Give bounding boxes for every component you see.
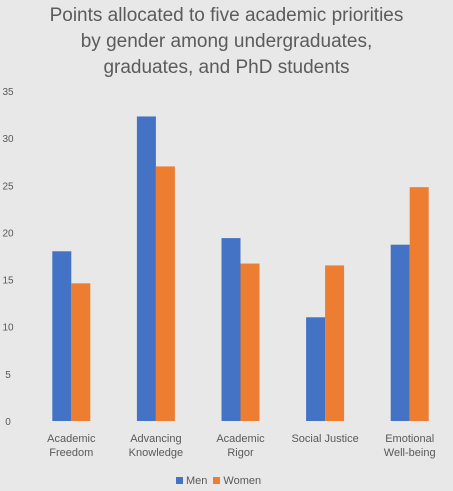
x-category-label-line: Well-being: [383, 447, 436, 459]
bar-women-2: [240, 263, 260, 421]
x-category-label: Social Justice: [280, 432, 370, 446]
legend-women: Women: [213, 475, 261, 487]
bar-women-1: [155, 166, 175, 421]
y-tick-label: 5: [5, 370, 11, 381]
bar-women-0: [71, 283, 91, 421]
bar-men-1: [136, 116, 156, 421]
bar-men-0: [52, 251, 72, 421]
x-category-label-line: Advancing: [130, 433, 182, 445]
legend-men-label: Men: [186, 475, 208, 487]
y-tick-label: 0: [5, 417, 11, 428]
x-category-label-line: Emotional: [385, 433, 435, 445]
legend-women-label: Women: [223, 475, 262, 487]
x-category-label: Emotional Well-being: [365, 432, 453, 460]
y-tick-label: 15: [2, 276, 14, 287]
x-category-label: Academic Rigor: [196, 432, 286, 460]
x-category-label-line: Freedom: [49, 447, 94, 459]
legend: Men Women: [176, 475, 261, 487]
x-category-label-line: Rigor: [227, 447, 254, 459]
bar-men-2: [221, 238, 241, 421]
x-category-label: Advancing Knowledge: [111, 432, 201, 460]
y-tick-label: 20: [2, 228, 14, 239]
title-line-3: graduates, and PhD students: [103, 57, 350, 78]
x-category-label-line: Academic: [216, 433, 265, 445]
x-category-label-line: Social Justice: [291, 433, 359, 445]
bar-women-3: [325, 265, 345, 421]
legend-men: Men: [176, 475, 207, 487]
x-category-label: Academic Freedom: [26, 432, 116, 460]
y-tick-label: 25: [2, 181, 14, 192]
legend-men-swatch: [176, 477, 183, 484]
title-line-1: Points allocated to five academic priori…: [49, 5, 404, 26]
y-tick-label: 10: [2, 323, 14, 334]
x-category-label-line: Knowledge: [128, 447, 184, 459]
bar-women-4: [409, 187, 429, 421]
x-category-label-line: Academic: [47, 433, 96, 445]
bar-men-4: [390, 244, 410, 421]
legend-women-swatch: [213, 477, 221, 484]
title-line-2: by gender among undergraduates,: [80, 31, 373, 52]
y-tick-label: 30: [2, 134, 14, 145]
y-tick-label: 35: [2, 87, 14, 98]
bar-men-3: [306, 317, 326, 421]
